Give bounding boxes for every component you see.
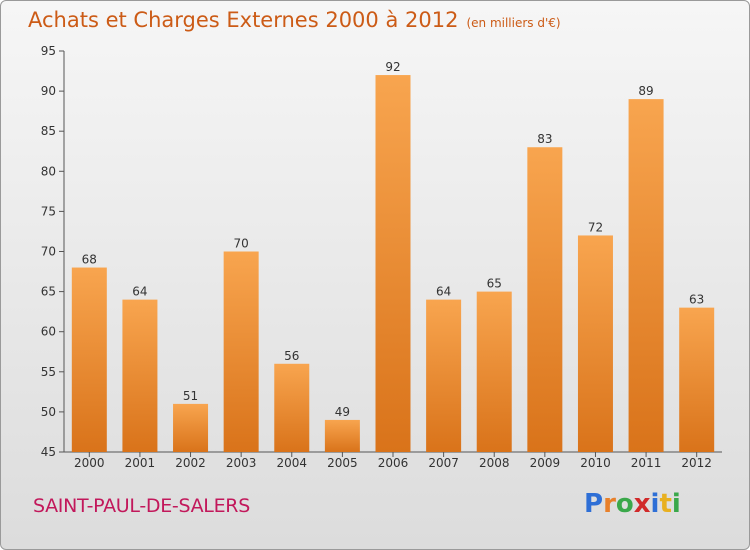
y-tick-label: 80 xyxy=(41,164,56,178)
x-tick-label: 2006 xyxy=(378,456,409,470)
bar xyxy=(577,235,613,452)
logo-letter: o xyxy=(615,489,634,519)
x-tick-label: 2009 xyxy=(530,456,561,470)
commune-name: SAINT-PAUL-DE-SALERS xyxy=(33,495,250,517)
bar xyxy=(324,419,360,452)
logo-letter: t xyxy=(659,489,672,519)
bar xyxy=(476,291,512,452)
bar xyxy=(628,99,664,453)
chart-title: Achats et Charges Externes 2000 à 2012 (e… xyxy=(28,8,561,32)
bar xyxy=(679,307,715,452)
data-label: 64 xyxy=(436,285,451,299)
x-tick-label: 2007 xyxy=(428,456,459,470)
x-tick-label: 2010 xyxy=(580,456,611,470)
x-tick-label: 2005 xyxy=(327,456,358,470)
data-label: 65 xyxy=(487,277,502,291)
bar xyxy=(527,147,563,453)
data-label: 56 xyxy=(284,349,299,363)
logo-letter: P xyxy=(584,489,604,519)
logo-letter: i xyxy=(671,489,681,519)
y-tick-label: 60 xyxy=(41,325,56,339)
data-label: 49 xyxy=(335,405,350,419)
data-label: 72 xyxy=(588,220,603,234)
data-label: 51 xyxy=(183,389,198,403)
chart-title-text: Achats et Charges Externes 2000 à 2012 xyxy=(28,8,459,32)
data-label: 68 xyxy=(82,253,97,267)
logo-letter: x xyxy=(633,489,651,519)
x-tick-label: 2000 xyxy=(74,456,105,470)
data-label: 64 xyxy=(132,285,147,299)
bar xyxy=(71,267,107,452)
bar xyxy=(173,403,209,452)
x-tick-label: 2004 xyxy=(276,456,307,470)
bar xyxy=(375,75,411,452)
x-tick-label: 2008 xyxy=(479,456,510,470)
x-tick-label: 2003 xyxy=(226,456,257,470)
bar xyxy=(122,299,158,452)
logo-letter: r xyxy=(603,489,616,519)
y-tick-label: 70 xyxy=(41,245,56,259)
bar xyxy=(223,251,259,452)
x-tick-label: 2011 xyxy=(631,456,662,470)
y-tick-label: 75 xyxy=(41,204,56,218)
data-label: 89 xyxy=(638,84,653,98)
chart-unit: (en milliers d'€) xyxy=(466,16,561,30)
data-label: 83 xyxy=(537,132,552,146)
proxiti-logo: Proxiti xyxy=(584,489,681,519)
y-tick-label: 90 xyxy=(41,84,56,98)
data-label: 92 xyxy=(385,60,400,74)
data-label: 63 xyxy=(689,293,704,307)
y-tick-label: 50 xyxy=(41,405,56,419)
bar xyxy=(426,299,462,452)
data-label: 70 xyxy=(234,237,249,251)
y-tick-label: 55 xyxy=(41,365,56,379)
x-tick-label: 2001 xyxy=(125,456,156,470)
x-tick-label: 2012 xyxy=(681,456,712,470)
bar xyxy=(274,363,310,452)
x-tick-label: 2002 xyxy=(175,456,206,470)
logo-letter: i xyxy=(650,489,660,519)
y-tick-label: 95 xyxy=(41,44,56,58)
y-tick-label: 45 xyxy=(41,445,56,459)
y-tick-label: 65 xyxy=(41,285,56,299)
y-tick-label: 85 xyxy=(41,124,56,138)
